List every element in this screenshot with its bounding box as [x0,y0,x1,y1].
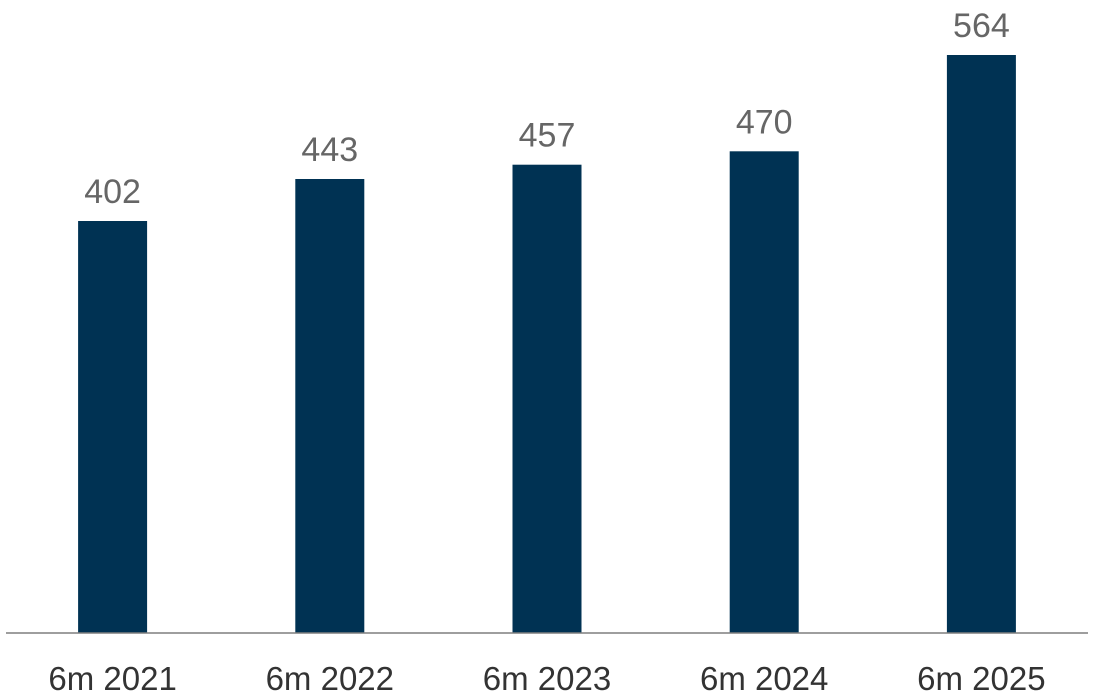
x-tick-label: 6m 2024 [700,660,828,697]
x-tick-label: 6m 2023 [483,660,611,697]
bar-6m-2025 [946,55,1016,633]
bar-6m-2021 [78,221,148,633]
x-tick-label: 6m 2021 [48,660,176,697]
data-label: 564 [953,7,1010,45]
x-tick-label: 6m 2025 [917,660,1045,697]
bar-6m-2022 [295,179,365,633]
data-label: 443 [301,131,358,169]
bar-6m-2023 [512,164,582,633]
data-label: 402 [84,173,141,211]
x-tick-label: 6m 2022 [266,660,394,697]
data-label: 470 [736,103,793,141]
bars-group [78,55,1016,634]
bar-6m-2024 [729,151,799,634]
x-tick-labels-group: 6m 2021 6m 2022 6m 2023 6m 2024 6m 2025 [48,660,1045,697]
data-label: 457 [519,117,576,155]
value-labels-group: 402 443 457 470 564 [84,7,1010,211]
